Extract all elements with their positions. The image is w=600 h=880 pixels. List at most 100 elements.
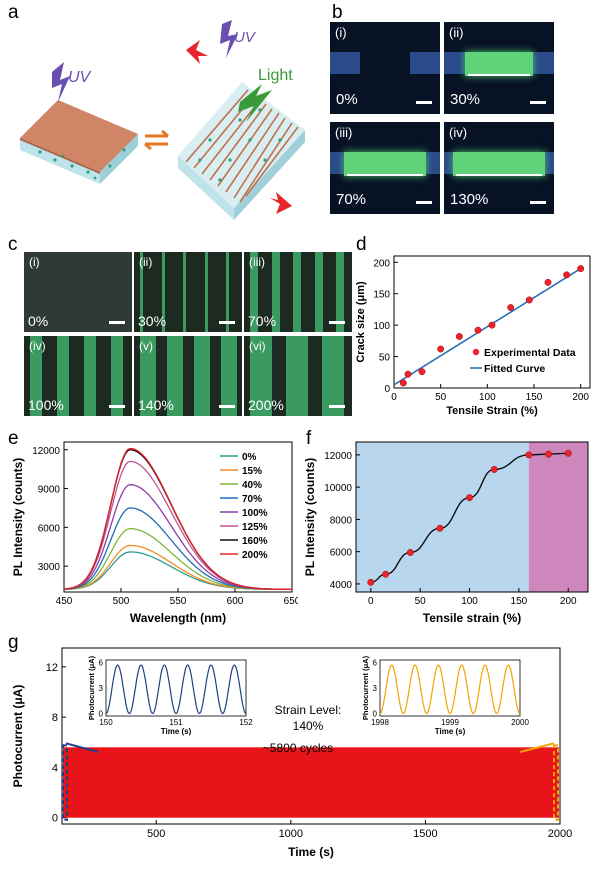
y-tick-label: 10000 [324, 483, 352, 494]
x-tick-label: 50 [435, 392, 447, 403]
shaded-region [356, 442, 529, 592]
clamp-right [410, 52, 440, 74]
micrograph-c-1: (i) 0% [24, 252, 132, 332]
legend-label: 125% [242, 522, 268, 533]
plot-frame [61, 647, 561, 825]
chart-f: 0 50 100 150 200 4000 6000 8000 10000 12000 Tensil… [303, 441, 589, 625]
schematic-a: UV UV Light [20, 20, 305, 220]
inset-frame [105, 659, 247, 717]
photo-roman-label: (iv) [449, 125, 468, 140]
x-axis-label: Wavelength (nm) [130, 611, 226, 625]
micrograph-c-3: (iii) 70% [244, 252, 352, 332]
micrograph-roman-label: (vi) [249, 339, 266, 353]
data-point [545, 450, 552, 458]
shaded-region [528, 442, 588, 592]
chart-e: 450 500 550 600 650 3000 6000 9000 12000 0% 15% 40%… [11, 441, 298, 625]
data-point [563, 271, 571, 279]
legend-label: 0% [242, 452, 257, 463]
x-tick-label: 450 [56, 596, 73, 607]
uv-label-right: UV [234, 29, 257, 46]
x-axis-label: Time (s) [288, 845, 334, 859]
y-tick-label: 9000 [38, 485, 61, 496]
inset-y-tick-label: 3 [373, 684, 378, 693]
data-point [474, 326, 482, 334]
inset-x-tick-label: 2000 [511, 718, 529, 727]
inset-x-axis-label: Time (s) [161, 727, 192, 736]
panel-label-f: f [306, 428, 312, 449]
inset-x-tick-label: 150 [99, 718, 113, 727]
y-axis-label: Crack size (μm) [355, 281, 367, 363]
y-axis-label: PL Intensity (counts) [303, 458, 317, 576]
x-tick-label: 100 [461, 596, 478, 607]
fitted-curve-line [393, 267, 582, 386]
film-substrate-side-2 [100, 134, 138, 184]
crack-stripe [183, 252, 187, 332]
inset-y-tick-label: 0 [373, 709, 378, 718]
crack-stripe [204, 252, 208, 332]
legend-label: 40% [242, 480, 262, 491]
crack-stripe [336, 252, 345, 332]
film-front [20, 138, 100, 174]
y-tick-label: 12000 [324, 451, 352, 462]
inset-x-tick-label: 152 [239, 718, 253, 727]
photo-b-2: (ii) 30% [444, 22, 554, 114]
scale-bar [109, 321, 125, 324]
y-tick-label: 0 [52, 813, 58, 825]
y-tick-label: 4000 [330, 580, 353, 591]
y-tick-label: 8 [52, 712, 58, 724]
x-tick-label: 500 [113, 596, 130, 607]
micrograph-strain-label: 0% [28, 313, 49, 329]
end-marker [553, 744, 559, 821]
x-tick-label: 600 [227, 596, 244, 607]
y-axis-label: Photocurrent (μA) [11, 685, 25, 788]
inset-x-axis-label: Time (s) [435, 727, 466, 736]
stretch-arrow-top-icon [186, 40, 208, 64]
film-substrate-side [20, 138, 100, 184]
y-tick-label: 8000 [330, 515, 353, 526]
micrograph-strain-label: 100% [28, 397, 64, 413]
x-tick-label: 100 [479, 392, 496, 403]
data-point [564, 449, 572, 457]
panel-label-e: e [8, 428, 19, 449]
strain-arrow-icon [468, 74, 530, 76]
crack-stripe [286, 336, 308, 416]
start-marker [62, 744, 68, 821]
photo-strain-label: 130% [450, 191, 489, 208]
x-axis-label: Tensile strain (%) [423, 611, 521, 625]
micrograph-roman-label: (ii) [139, 255, 153, 269]
panel-label-c: c [8, 234, 18, 255]
photo-b-4: (iv) 130% [444, 122, 554, 214]
photo-strain-label: 30% [450, 91, 481, 108]
micrograph-roman-label: (i) [29, 255, 40, 269]
legend-marker-points [472, 348, 480, 356]
reversible-arrow-icon [144, 129, 169, 151]
data-point [525, 451, 533, 459]
crack-stripe [250, 336, 272, 416]
x-tick-label: 1500 [413, 828, 437, 840]
legend-label-line: Fitted Curve [484, 363, 545, 375]
inset-frame [379, 659, 521, 717]
data-point [525, 296, 533, 304]
legend-label: 100% [242, 508, 268, 519]
micrograph-c-5: (v) 140% [134, 336, 242, 416]
inset-y-tick-label: 3 [99, 684, 104, 693]
stretch-arrow-bottom-icon [270, 192, 292, 214]
data-point [399, 379, 407, 387]
strain-level-label: Strain Level: [275, 703, 342, 717]
crack-stripe [140, 336, 156, 416]
panel-label-d: d [356, 234, 367, 255]
data-point [507, 304, 515, 311]
x-tick-label: 150 [511, 596, 528, 607]
x-tick-label: 50 [415, 596, 427, 607]
y-tick-label: 150 [373, 290, 390, 301]
data-point [382, 570, 390, 578]
crack-stripe [30, 336, 42, 416]
panel-label-b: b [332, 2, 343, 23]
y-tick-label: 4 [52, 762, 58, 774]
legend-label: 160% [242, 536, 268, 547]
y-tick-label: 6000 [330, 548, 353, 559]
crack-stripe [167, 336, 183, 416]
y-tick-label: 100 [373, 321, 390, 332]
micrograph-c-6: (vi) 200% [244, 336, 352, 416]
x-axis-label: Tensile Strain (%) [446, 405, 538, 417]
